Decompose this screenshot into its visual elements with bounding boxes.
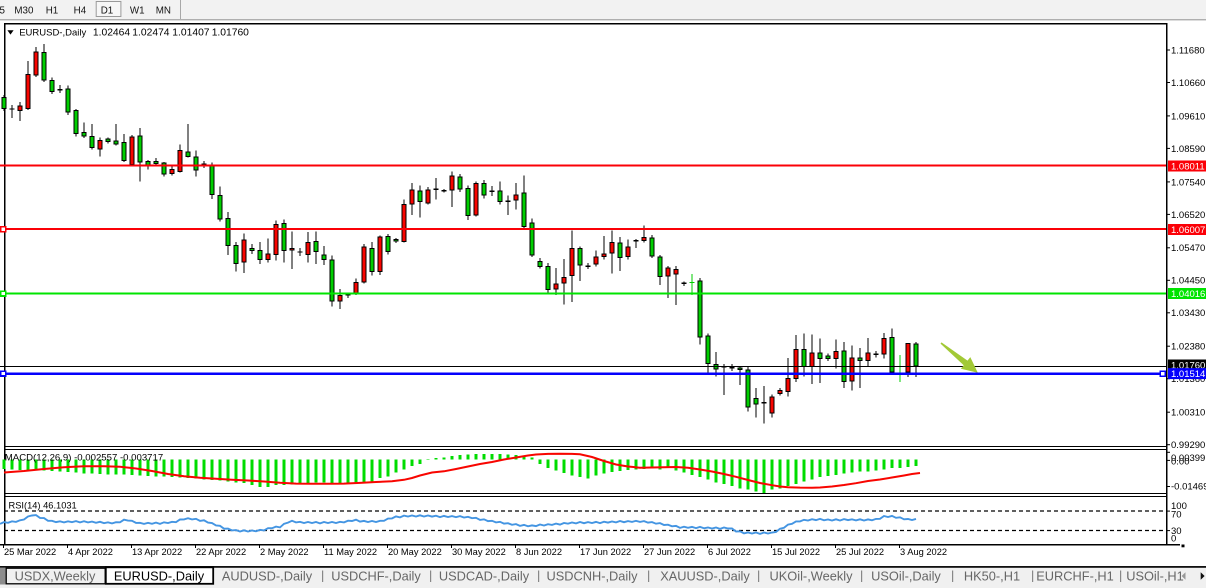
svg-text:1.01760: 1.01760 [1171,360,1205,371]
svg-text:MACD(12,26,9) -0.002557 -0.003: MACD(12,26,9) -0.002557 -0.003717 [5,453,163,464]
svg-text:30 May 2022: 30 May 2022 [452,547,506,557]
svg-text:30: 30 [1171,526,1182,537]
svg-text:1.08590: 1.08590 [1171,144,1205,155]
svg-text:25 Mar 2022: 25 Mar 2022 [4,547,56,557]
svg-text:4 Apr 2022: 4 Apr 2022 [68,547,113,557]
svg-text:25 Jul 2022: 25 Jul 2022 [836,547,884,557]
svg-text:H4: H4 [74,5,87,16]
svg-text:1.00310: 1.00310 [1171,408,1205,419]
svg-text:M30: M30 [14,5,34,16]
svg-text:H1: H1 [46,5,59,16]
svg-text:USDCHF-,Daily: USDCHF-,Daily [331,569,421,584]
svg-text:2 May 2022: 2 May 2022 [260,547,309,557]
svg-text:1.01407: 1.01407 [172,28,209,39]
svg-text:1.03430: 1.03430 [1171,308,1205,319]
svg-text:AUDUSD-,Daily: AUDUSD-,Daily [222,569,313,584]
svg-text:0: 0 [1171,533,1176,544]
svg-text:USDX,Weekly: USDX,Weekly [15,569,96,584]
svg-text:1.01760: 1.01760 [212,28,249,39]
svg-text:1.02464: 1.02464 [93,28,130,39]
svg-text:8 Jun 2022: 8 Jun 2022 [516,547,562,557]
svg-text:1.09610: 1.09610 [1171,111,1205,122]
svg-text:20 May 2022: 20 May 2022 [388,547,442,557]
svg-text:27 Jun 2022: 27 Jun 2022 [644,547,695,557]
svg-text:0.00399: 0.00399 [1171,453,1205,464]
svg-text:11 May 2022: 11 May 2022 [324,547,377,557]
svg-text:1.06007: 1.06007 [1171,225,1205,236]
svg-text:EURUSD-,Daily: EURUSD-,Daily [19,28,86,39]
svg-text:22 Apr 2022: 22 Apr 2022 [196,547,246,557]
svg-text:0.99290: 0.99290 [1171,440,1205,451]
svg-text:70: 70 [1171,509,1182,520]
svg-text:USDCNH-,Daily: USDCNH-,Daily [546,569,638,584]
svg-text:15 Jul 2022: 15 Jul 2022 [772,547,820,557]
svg-text:100: 100 [1171,501,1187,512]
svg-text:1.08011: 1.08011 [1171,161,1205,172]
svg-text:XAUUSD-,Daily: XAUUSD-,Daily [660,569,750,584]
svg-text:EURCHF-,H1: EURCHF-,H1 [1036,569,1114,584]
svg-text:1.11680: 1.11680 [1171,45,1205,56]
svg-text:1.04016: 1.04016 [1171,289,1205,300]
svg-text:EURUSD-,Daily: EURUSD-,Daily [114,569,205,584]
svg-text:USDCAD-,Daily: USDCAD-,Daily [439,569,530,584]
svg-text:HK50-,H1: HK50-,H1 [964,569,1020,584]
svg-text:MN: MN [156,5,171,16]
svg-text:5: 5 [0,5,5,16]
svg-text:1.01360: 1.01360 [1171,374,1205,385]
svg-text:W1: W1 [130,5,145,16]
svg-text:6 Jul 2022: 6 Jul 2022 [708,547,751,557]
svg-text:USOil-,H1: USOil-,H1 [1126,569,1184,584]
svg-text:D1: D1 [101,5,114,16]
svg-text:1.02380: 1.02380 [1171,342,1205,353]
svg-text:1.06520: 1.06520 [1171,210,1205,221]
svg-text:-0.01469: -0.01469 [1171,481,1206,492]
svg-text:3 Aug 2022: 3 Aug 2022 [900,547,947,557]
svg-text:1.05470: 1.05470 [1171,243,1205,254]
svg-text:17 Jun 2022: 17 Jun 2022 [580,547,631,557]
svg-text:0.00: 0.00 [1171,456,1190,467]
svg-text:RSI(14) 46.1031: RSI(14) 46.1031 [9,501,77,511]
svg-text:1.01514: 1.01514 [1171,369,1205,380]
svg-text:USOil-,Daily: USOil-,Daily [871,569,941,584]
svg-text:1.02474: 1.02474 [132,28,169,39]
svg-text:13 Apr 2022: 13 Apr 2022 [132,547,182,557]
svg-text:1.10660: 1.10660 [1171,78,1205,89]
svg-text:1.07540: 1.07540 [1171,177,1205,188]
svg-text:UKOil-,Weekly: UKOil-,Weekly [770,569,854,584]
svg-text:1.04450: 1.04450 [1171,276,1205,287]
